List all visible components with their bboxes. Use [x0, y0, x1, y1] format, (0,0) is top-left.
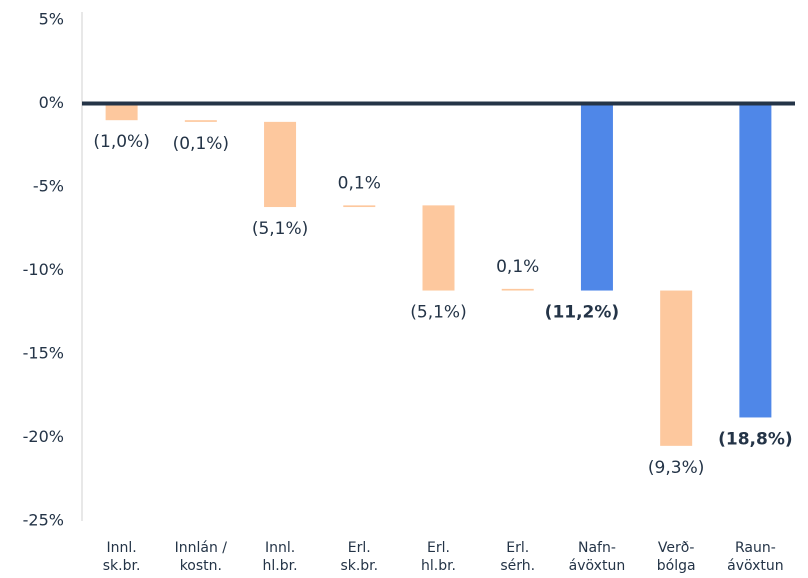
x-tick-label: bólga [657, 558, 696, 574]
y-tick-label: -5% [33, 177, 64, 196]
x-tick-label: sk.br. [340, 558, 378, 574]
bar [501, 288, 534, 291]
value-label: (9,3%) [648, 458, 704, 478]
bar [105, 103, 138, 121]
x-tick-label: ávöxtun [727, 558, 784, 574]
x-tick-label: Raun- [735, 540, 776, 556]
y-tick-label: -25% [23, 511, 64, 530]
bar [343, 205, 376, 208]
x-tick-label: Innlán / [175, 540, 228, 556]
bar [264, 121, 297, 208]
x-tick-label: Erl. [348, 540, 371, 556]
value-label: (5,1%) [252, 219, 308, 239]
bar [660, 290, 693, 446]
y-tick-label: -20% [23, 427, 64, 446]
y-tick-label: -10% [23, 260, 64, 279]
x-tick-label: Innl. [107, 540, 137, 556]
value-label: 0,1% [338, 173, 381, 193]
y-tick-label: 0% [39, 93, 64, 112]
x-tick-label: kostn. [180, 558, 222, 574]
x-tick-label: Nafn- [578, 540, 616, 556]
x-tick-label: sérh. [500, 558, 535, 574]
x-tick-label: ávöxtun [569, 558, 626, 574]
bar [184, 120, 217, 122]
x-tick-label: Verð- [658, 540, 694, 556]
x-tick-label: Erl. [427, 540, 450, 556]
y-tick-label: 5% [39, 10, 64, 29]
x-tick-label: hl.br. [263, 558, 298, 574]
value-label: (18,8%) [718, 429, 793, 449]
value-label: 0,1% [496, 257, 539, 277]
value-label: (5,1%) [410, 303, 466, 323]
bar [422, 205, 455, 291]
value-label: (0,1%) [173, 134, 229, 154]
x-tick-label: hl.br. [421, 558, 456, 574]
value-label: (11,2%) [545, 303, 620, 323]
x-tick-label: Erl. [506, 540, 529, 556]
total-bar [580, 103, 613, 291]
value-label: (1,0%) [93, 132, 149, 152]
y-tick-label: -15% [23, 344, 64, 363]
x-tick-label: Innl. [265, 540, 295, 556]
total-bar [739, 103, 772, 418]
x-tick-label: sk.br. [103, 558, 141, 574]
